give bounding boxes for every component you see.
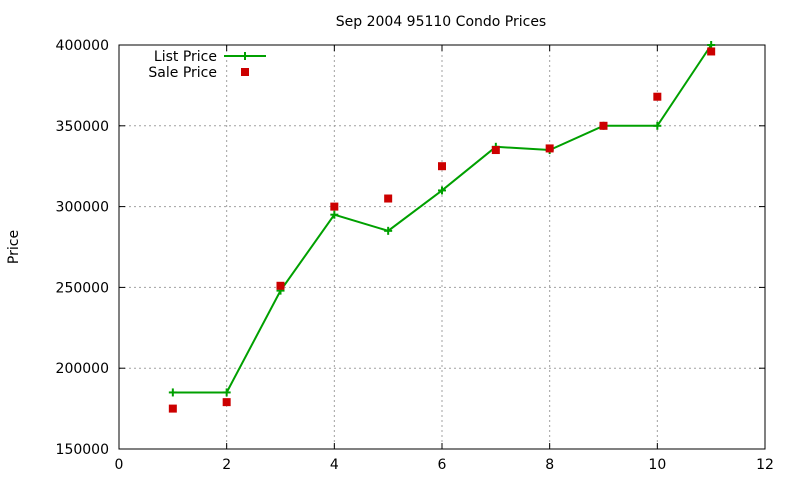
list-price-point [222,388,231,397]
y-tick-label: 150000 [56,442,109,458]
y-tick-label: 400000 [56,38,109,54]
x-tick-label: 10 [648,457,666,473]
sale-price-point [222,398,231,407]
y-tick-label: 200000 [56,361,109,377]
sale-price-point [168,404,177,413]
list-price-point [384,226,393,235]
series-sale-price [168,47,716,413]
list-price-point [653,121,662,130]
y-tick-label: 250000 [56,280,109,296]
axis-ticks: 0 2 4 6 8 10 12 150000 200000 250000 300000 350000 4… [56,38,774,473]
legend-label: List Price [154,49,217,65]
list-price-point [168,388,177,397]
chart-title: Sep 2004 95110 Condo Prices [336,14,546,30]
sale-price-point [599,121,608,130]
list-price-point [330,210,339,219]
y-tick-label: 300000 [56,200,109,216]
sale-price-point [276,281,285,290]
x-tick-label: 0 [115,457,124,473]
y-axis-label: Price [6,230,22,264]
legend-label: Sale Price [148,65,217,81]
sale-price-point [330,202,339,211]
sale-price-point [491,146,500,155]
x-tick-label: 12 [756,457,774,473]
y-tick-label: 350000 [56,119,109,135]
list-price-point [438,186,446,195]
x-tick-label: 6 [438,457,447,473]
legend-square-swatch [241,68,249,76]
x-tick-label: 8 [545,457,554,473]
x-tick-label: 4 [330,457,339,473]
sale-price-point [384,194,393,203]
series-layer [168,41,716,413]
x-tick-label: 2 [222,457,231,473]
grid [119,45,765,449]
sale-price-point [438,162,446,171]
sale-price-point [653,92,662,101]
sale-price-point [545,144,554,153]
series-list-price [168,41,716,397]
sale-price-point [707,47,716,56]
